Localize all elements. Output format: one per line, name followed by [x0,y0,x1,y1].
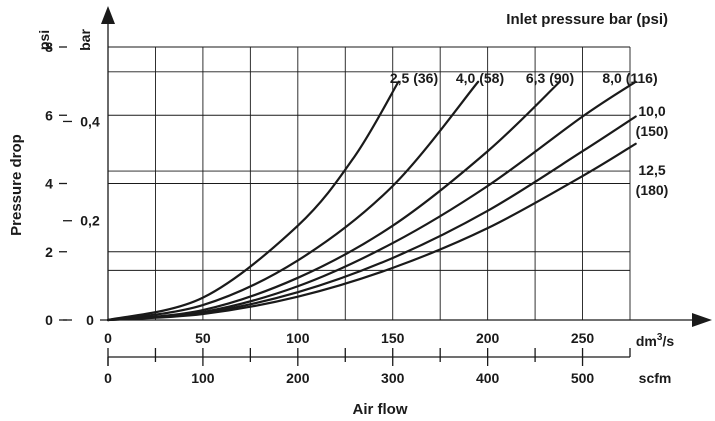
x-tick-label-primary: 150 [381,330,405,346]
x-tick-label-primary: 100 [286,330,310,346]
x-unit-secondary: scfm [639,370,672,386]
x-tick-label-secondary: 100 [191,370,215,386]
x-tick-label-primary: 250 [571,330,595,346]
y-tick-label-bar: 0 [86,312,94,328]
series-label: 8,0 (116) [602,70,657,86]
x-tick-label-secondary: 500 [571,370,595,386]
y-tick-label-bar: 0,4 [80,113,100,129]
y-tick-label-psi: 4 [45,176,53,192]
y-unit-psi: psi [36,30,52,50]
series-label: 4,0 (58) [456,70,504,86]
x-unit-primary: dm3/s [636,332,674,349]
series-curve [106,142,637,322]
y-tick-label-psi: 8 [45,39,53,55]
y-tick-label-psi: 2 [45,244,53,260]
series-labels: 2,5 (36) 4,0 (58) 6,3 (90) 8,0 (116) 10,0 (15… [390,70,668,198]
grid [108,46,631,320]
axes [100,6,712,358]
y-tick-label-psi: 0 [45,312,53,328]
series-label-line: 6,3 (90) [526,70,574,86]
y-axis-title: Pressure drop [8,134,25,236]
series-label-line: (150) [636,123,669,139]
x-tick-label-primary: 50 [195,330,211,346]
series-curve [106,80,400,322]
y-tick-label-psi: 6 [45,107,53,123]
series-curve [106,80,637,322]
y-unit-bar: bar [77,29,93,51]
x-axis-arrow [692,313,712,327]
series-label: 10,0 (150) [636,103,669,139]
series-label-line: 8,0 (116) [602,70,657,86]
y-tick-label-bar: 0,2 [80,213,100,229]
x-tick-label-primary: 0 [104,330,112,346]
x-tick-label-secondary: 0 [104,370,112,386]
series-label-line: 4,0 (58) [456,70,504,86]
series-curve [106,115,637,322]
x-tick-label-primary: 200 [476,330,500,346]
series-curve [106,80,480,322]
ticks: 0 2 4 6 8 0 0,2 0,4 0 50 100 150 200 250 0 100 200 300 400… [45,39,631,386]
series-label: 12,5 (180) [636,162,669,198]
x-tick-label-secondary: 300 [381,370,405,386]
series-label: 2,5 (36) [390,70,438,86]
series-label-line: 10,0 [638,103,665,119]
chart-title: Inlet pressure bar (psi) [506,11,668,28]
x-axis-title: Air flow [353,401,408,418]
series-label: 6,3 (90) [526,70,574,86]
x-tick-label-secondary: 200 [286,370,310,386]
x-tick-label-secondary: 400 [476,370,500,386]
y-axis-arrow [101,6,115,24]
series-label-line: 2,5 (36) [390,70,438,86]
series-label-line: 12,5 [638,162,665,178]
series-curve [106,80,561,322]
series-label-line: (180) [636,182,669,198]
series-curves [106,80,637,322]
